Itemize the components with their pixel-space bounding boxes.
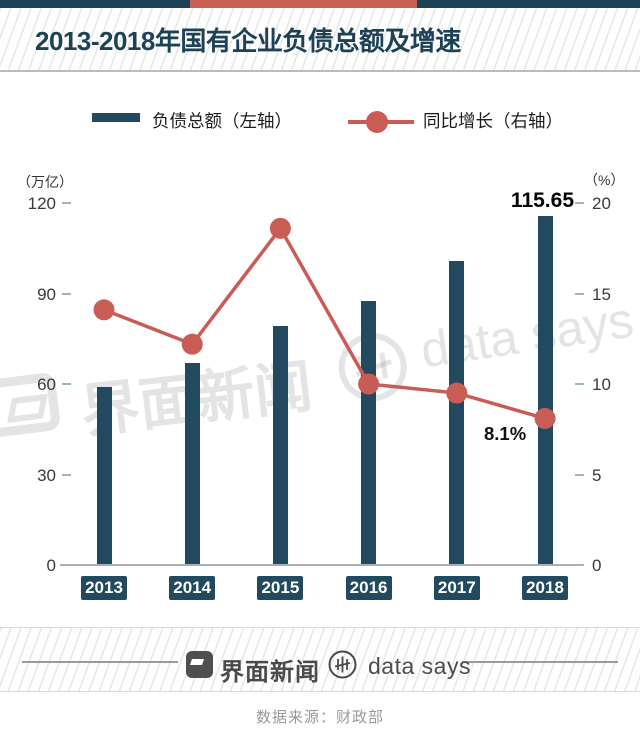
left-tick-label-90: 90 bbox=[37, 284, 56, 304]
right-axis-unit-label: （%） bbox=[584, 172, 625, 188]
legend-line-dot bbox=[366, 111, 388, 133]
bar-2014 bbox=[184, 363, 200, 566]
datasays-logo-icon bbox=[328, 650, 357, 684]
accent-segment-navy-right bbox=[417, 0, 640, 8]
title-band: 2013-2018年国有企业负债总额及增速 bbox=[0, 8, 640, 72]
x-label-2013: 2013 bbox=[81, 576, 127, 600]
annotation-2018-debt: 115.65 bbox=[510, 189, 574, 212]
x-axis-line bbox=[60, 564, 580, 566]
accent-segment-navy-left bbox=[0, 0, 190, 8]
bar-2017 bbox=[449, 261, 465, 566]
footer-rule-right bbox=[462, 661, 618, 663]
right-tick-label-20: 20 bbox=[592, 194, 611, 213]
left-tick-30 bbox=[62, 473, 71, 476]
legend-line-label: 同比增长（右轴） bbox=[423, 111, 563, 131]
footer-rule-left bbox=[22, 661, 178, 663]
growth-point-2015 bbox=[269, 217, 291, 239]
bar-2013 bbox=[96, 386, 112, 566]
right-tick-label-10: 10 bbox=[592, 375, 611, 394]
left-axis-unit-label: （万亿） bbox=[17, 174, 73, 190]
left-tick-label-0: 0 bbox=[46, 556, 56, 575]
jiemian-logo-icon bbox=[186, 651, 213, 678]
growth-line bbox=[103, 225, 546, 421]
right-tick-label-15: 15 bbox=[592, 284, 611, 304]
top-accent-bar bbox=[0, 0, 640, 8]
data-source-note: 数据来源：财政部 bbox=[255, 709, 384, 726]
annotation-2018-growth: 8.1% bbox=[484, 423, 527, 444]
left-tick-90 bbox=[62, 292, 71, 295]
jiemian-logo-text: 界面新闻 bbox=[220, 659, 320, 686]
footer-band bbox=[0, 627, 640, 692]
growth-point-2014 bbox=[181, 333, 203, 355]
accent-segment-red bbox=[190, 0, 417, 8]
x-label-2015: 2015 bbox=[257, 576, 304, 600]
x-label-2016: 2016 bbox=[345, 576, 392, 600]
x-label-2017: 2017 bbox=[433, 576, 480, 600]
datasays-logo-text: data says bbox=[368, 653, 471, 679]
jiemian-logo-glyph bbox=[190, 659, 204, 665]
right-tick-label-5: 5 bbox=[592, 465, 602, 485]
right-tick-5 bbox=[575, 473, 584, 476]
right-tick-label-0: 0 bbox=[592, 556, 602, 575]
left-tick-label-120: 120 bbox=[27, 194, 56, 213]
bar-2018 bbox=[537, 216, 553, 566]
chart-title: 2013-2018年国有企业负债总额及增速 bbox=[35, 25, 461, 56]
growth-point-2013 bbox=[93, 299, 115, 321]
bar-2015 bbox=[272, 326, 288, 566]
right-tick-20 bbox=[575, 202, 584, 204]
left-tick-120 bbox=[62, 202, 71, 204]
left-tick-label-60: 60 bbox=[37, 375, 56, 394]
x-label-2018: 2018 bbox=[522, 576, 568, 600]
left-tick-label-30: 30 bbox=[37, 465, 56, 485]
right-tick-15 bbox=[575, 292, 584, 295]
legend-bar-label: 负债总额（左轴） bbox=[152, 111, 292, 131]
right-tick-10 bbox=[575, 383, 584, 385]
x-label-2014: 2014 bbox=[169, 576, 216, 600]
legend-bar-swatch bbox=[92, 113, 140, 122]
bar-2016 bbox=[361, 301, 377, 566]
left-tick-60 bbox=[62, 383, 71, 385]
